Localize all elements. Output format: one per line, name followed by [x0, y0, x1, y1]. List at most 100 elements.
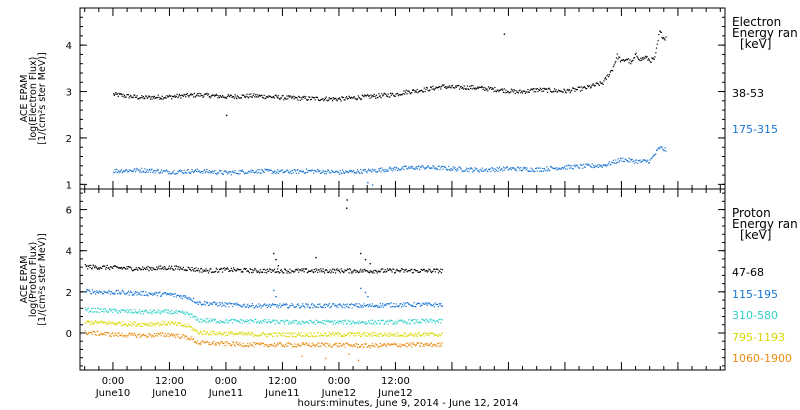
data-point: [232, 270, 234, 273]
data-point: [150, 336, 152, 338]
data-point: [124, 268, 126, 270]
data-point: [634, 57, 636, 59]
data-point: [118, 293, 120, 295]
data-point: [397, 345, 399, 347]
data-point: [364, 94, 366, 96]
data-point: [280, 269, 283, 271]
data-point: [108, 290, 110, 292]
data-point: [336, 332, 338, 334]
data-point: [621, 59, 623, 61]
data-point: [227, 171, 229, 173]
data-point: [293, 322, 295, 324]
data-point: [569, 165, 571, 167]
data-point: [389, 303, 391, 305]
data-point: [177, 336, 179, 338]
data-point: [240, 97, 242, 99]
data-point: [178, 323, 180, 325]
data-point: [373, 306, 375, 308]
data-point: [105, 291, 107, 293]
data-point: [231, 171, 233, 173]
data-point: [92, 330, 94, 332]
data-point: [220, 267, 222, 269]
data-point: [309, 96, 311, 98]
data-point: [131, 268, 133, 270]
data-point: [288, 336, 290, 338]
data-point: [280, 97, 283, 99]
data-point: [140, 291, 142, 293]
data-point: [417, 166, 419, 168]
data-point: [140, 97, 142, 99]
data-point: [164, 333, 166, 335]
data-point: [372, 170, 374, 172]
data-point: [355, 98, 357, 100]
data-point: [421, 89, 423, 91]
data-point: [394, 332, 396, 334]
data-point: [312, 307, 314, 309]
data-point: [116, 322, 119, 324]
data-point: [367, 335, 369, 337]
data-point: [379, 95, 381, 97]
data-point: [375, 321, 377, 323]
data-point: [276, 345, 278, 347]
data-point: [388, 96, 390, 98]
data-point: [658, 34, 660, 36]
data-point: [169, 310, 171, 313]
data-point: [304, 97, 306, 99]
data-point: [375, 170, 377, 173]
data-point: [403, 90, 405, 92]
data-point: [422, 343, 425, 346]
data-point: [422, 269, 424, 271]
data-point: [368, 334, 370, 336]
data-point: [345, 304, 347, 306]
data-point: [179, 169, 181, 171]
data-point: [588, 85, 590, 87]
data-point: [228, 331, 230, 333]
data-point: [139, 97, 141, 99]
data-point: [467, 88, 469, 90]
data-point: [527, 88, 529, 91]
data-point: [369, 263, 371, 265]
data-point: [546, 166, 548, 168]
data-point: [608, 74, 611, 76]
data-point: [547, 168, 549, 170]
data-point: [645, 161, 647, 163]
data-point: [664, 147, 666, 149]
data-point: [501, 88, 503, 90]
data-point: [377, 306, 379, 309]
data-point: [473, 88, 476, 90]
data-point: [481, 85, 483, 88]
data-point: [209, 321, 211, 323]
data-point: [178, 333, 180, 335]
data-point: [94, 308, 97, 310]
data-point: [219, 342, 221, 344]
data-point: [375, 270, 377, 272]
data-point: [295, 346, 297, 348]
data-point: [329, 320, 331, 322]
data-point: [201, 304, 203, 306]
data-point: [422, 303, 425, 305]
data-point: [221, 321, 223, 323]
data-point: [371, 332, 373, 334]
data-point: [233, 172, 235, 174]
data-point: [85, 332, 87, 334]
data-point: [263, 94, 265, 96]
data-point: [236, 302, 238, 304]
data-point: [106, 264, 108, 266]
data-point: [298, 307, 301, 309]
data-point: [477, 170, 479, 172]
data-point: [338, 322, 340, 324]
data-point: [381, 335, 383, 337]
data-point: [435, 86, 437, 88]
data-point: [496, 89, 498, 91]
data-point: [360, 287, 362, 290]
data-point: [195, 330, 197, 332]
data-point: [313, 97, 315, 99]
data-point: [291, 346, 294, 348]
data-point: [549, 88, 551, 90]
data-point: [385, 93, 387, 95]
data-point: [605, 78, 607, 80]
data-point: [341, 345, 343, 347]
data-point: [164, 170, 166, 172]
data-point: [449, 86, 451, 88]
data-point: [216, 94, 218, 96]
